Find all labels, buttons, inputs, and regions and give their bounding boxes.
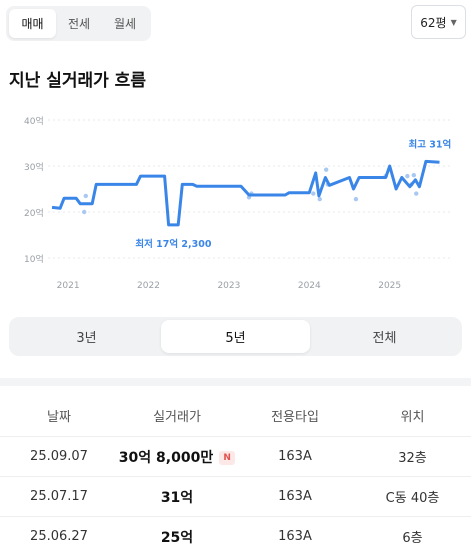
row-floor: C동 40층 — [385, 491, 440, 506]
x-tick-label: 2023 — [217, 281, 240, 291]
header-type: 전용타입 — [271, 410, 319, 425]
row-type: 163A — [278, 529, 312, 544]
chevron-down-icon: ▼ — [450, 17, 457, 27]
x-tick-label: 2024 — [298, 281, 321, 291]
data-point — [317, 196, 322, 202]
data-point — [414, 191, 419, 196]
header-price: 실거래가 — [153, 410, 201, 425]
x-tick-label: 2021 — [57, 281, 80, 291]
row-price: 31억 — [160, 489, 194, 506]
table-header: 날짜 실거래가 전용타입 위치 — [0, 395, 471, 437]
y-tick-label: 10억 — [24, 253, 44, 265]
table-row[interactable]: 25.07.17 31억 163A C동 40층 — [0, 477, 471, 517]
data-label: 최고 31억 — [409, 138, 452, 150]
size-dropdown[interactable]: 62평 ▼ — [411, 5, 466, 39]
row-type: 163A — [278, 489, 312, 504]
period-3y-button[interactable]: 3년 — [76, 331, 97, 346]
y-tick-label: 20억 — [24, 207, 44, 219]
tab-sale[interactable]: 매매 — [9, 9, 56, 38]
new-badge: N — [219, 450, 236, 465]
x-tick-label: 2025 — [378, 281, 401, 291]
y-tick-label: 40억 — [24, 115, 44, 127]
series-line — [51, 159, 440, 227]
row-floor: 6층 — [402, 531, 423, 546]
deal-type-tabs: 매매 전세 월세 — [6, 6, 151, 41]
row-price: 25억 — [160, 529, 194, 546]
period-all-button[interactable]: 전체 — [372, 331, 397, 346]
row-price: 30억 8,000만 — [118, 449, 214, 466]
transactions-table: 날짜 실거래가 전용타입 위치 25.09.07 30억 8,000만 N 163… — [0, 395, 471, 553]
data-point — [323, 167, 329, 172]
data-point — [81, 209, 87, 215]
size-value: 62평 — [420, 15, 447, 30]
row-floor: 32층 — [398, 451, 427, 466]
table-row[interactable]: 25.06.27 25억 163A 6층 — [0, 517, 471, 553]
tab-jeonse[interactable]: 전세 — [67, 17, 91, 31]
row-date: 25.06.27 — [30, 529, 88, 544]
y-tick-label: 30억 — [24, 161, 44, 173]
data-point — [83, 193, 88, 199]
table-row[interactable]: 25.09.07 30억 8,000만 N 163A 32층 — [0, 437, 471, 477]
period-selector: 3년 5년 전체 — [9, 317, 462, 356]
data-label: 최저 17억 2,300 — [135, 238, 211, 250]
period-5y-button[interactable]: 5년 — [161, 320, 310, 353]
data-point — [411, 173, 417, 178]
data-point — [311, 191, 316, 196]
tab-monthly-rent[interactable]: 월세 — [113, 17, 137, 31]
page-title: 지난 실거래가 흐름 — [9, 71, 146, 91]
row-date: 25.09.07 — [30, 449, 88, 464]
row-type: 163A — [278, 449, 312, 464]
header-date: 날짜 — [47, 410, 71, 425]
data-point — [405, 173, 410, 179]
header-floor: 위치 — [400, 410, 425, 425]
price-trend-chart: 10억 20억 30억 40억 2021 2022 2023 2024 2025 최저 17억 2… — [24, 115, 452, 291]
row-date: 25.07.17 — [30, 489, 88, 504]
data-point — [353, 196, 359, 202]
x-tick-label: 2022 — [137, 281, 160, 291]
section-divider — [0, 378, 471, 386]
